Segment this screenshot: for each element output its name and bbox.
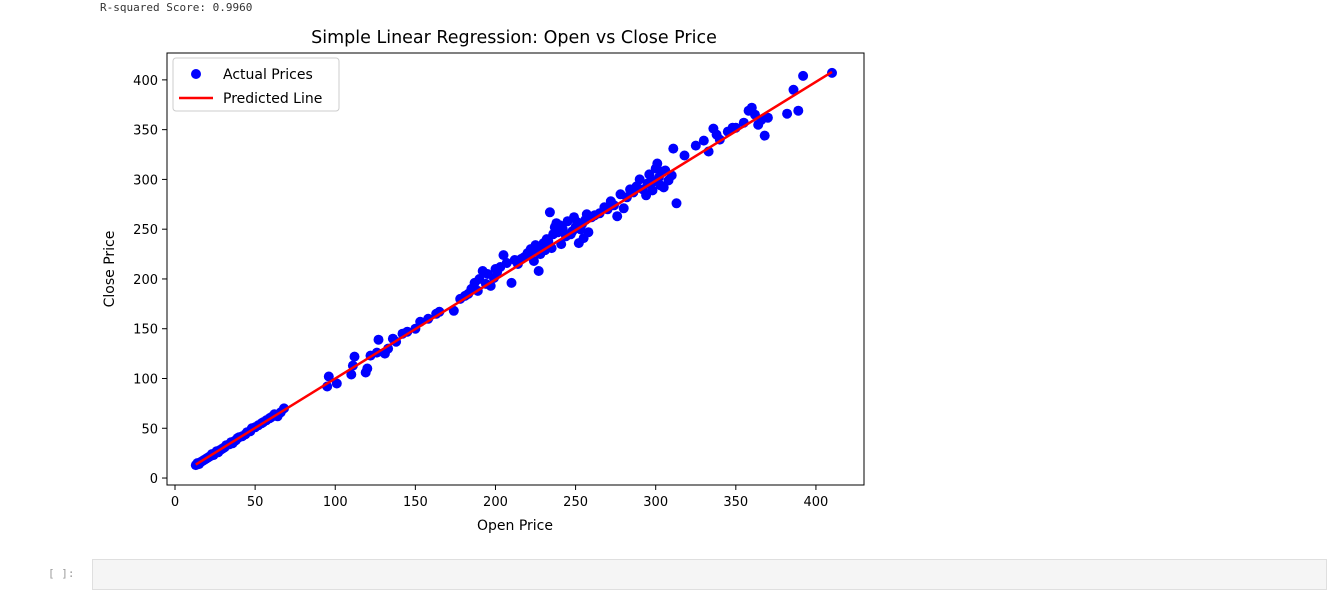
data-point: [331, 378, 342, 389]
data-point: [671, 198, 682, 209]
legend-label-predicted: Predicted Line: [223, 91, 322, 107]
data-point: [346, 369, 357, 380]
x-tick-label: 0: [171, 495, 179, 510]
data-point: [434, 306, 445, 317]
data-point: [583, 227, 594, 238]
x-tick-label: 250: [563, 495, 588, 510]
code-cell-input[interactable]: [92, 559, 1327, 590]
y-tick-label: 100: [133, 372, 158, 387]
x-tick-label: 150: [403, 495, 428, 510]
data-point: [544, 207, 555, 218]
data-point: [533, 266, 544, 276]
y-tick-label: 150: [133, 323, 158, 338]
data-point: [498, 250, 509, 261]
regression-line: [195, 70, 833, 466]
data-point: [788, 84, 799, 95]
data-point: [679, 150, 690, 161]
y-tick-label: 0: [150, 472, 158, 487]
x-tick-label: 200: [483, 495, 508, 510]
data-point: [782, 108, 793, 119]
data-point: [759, 130, 770, 141]
data-point: [362, 363, 373, 374]
data-point: [506, 277, 517, 288]
data-point: [634, 174, 645, 185]
scatter-chart: Simple Linear Regression: Open vs Close …: [102, 28, 865, 534]
data-point: [501, 258, 512, 268]
regression-score-output: R-squared Score: 0.9960: [100, 1, 253, 14]
cell-prompt: [ ]:: [48, 567, 75, 580]
y-tick-label: 250: [133, 223, 158, 238]
data-point: [644, 169, 655, 180]
y-tick-label: 400: [133, 74, 158, 89]
legend: Actual Prices Predicted Line: [172, 57, 340, 112]
data-point: [652, 158, 663, 169]
data-point: [647, 185, 658, 196]
data-point: [612, 211, 623, 222]
data-point: [668, 143, 679, 154]
plot-frame: [166, 52, 865, 486]
data-point: [793, 105, 804, 116]
data-point: [798, 70, 809, 81]
x-tick-label: 400: [804, 495, 829, 510]
y-tick-label: 200: [133, 273, 158, 288]
y-axis-label: Close Price: [102, 231, 118, 308]
y-tick-label: 50: [141, 422, 158, 437]
data-point: [618, 203, 629, 214]
x-tick-label: 50: [247, 495, 264, 510]
x-axis-label: Open Price: [477, 518, 553, 534]
data-point: [698, 135, 709, 146]
legend-marker-actual: [191, 69, 201, 79]
data-point: [762, 112, 773, 123]
x-tick-label: 300: [643, 495, 668, 510]
legend-label-actual: Actual Prices: [223, 67, 313, 83]
data-point: [690, 140, 701, 151]
x-tick-label: 350: [723, 495, 748, 510]
y-tick-label: 300: [133, 173, 158, 188]
x-tick-label: 100: [323, 495, 348, 510]
data-point: [373, 334, 384, 345]
data-point: [349, 351, 360, 362]
chart-title: Simple Linear Regression: Open vs Close …: [311, 28, 717, 48]
y-tick-label: 350: [133, 124, 158, 139]
data-point: [323, 371, 334, 382]
legend-box: [172, 57, 340, 112]
data-point: [658, 182, 669, 193]
